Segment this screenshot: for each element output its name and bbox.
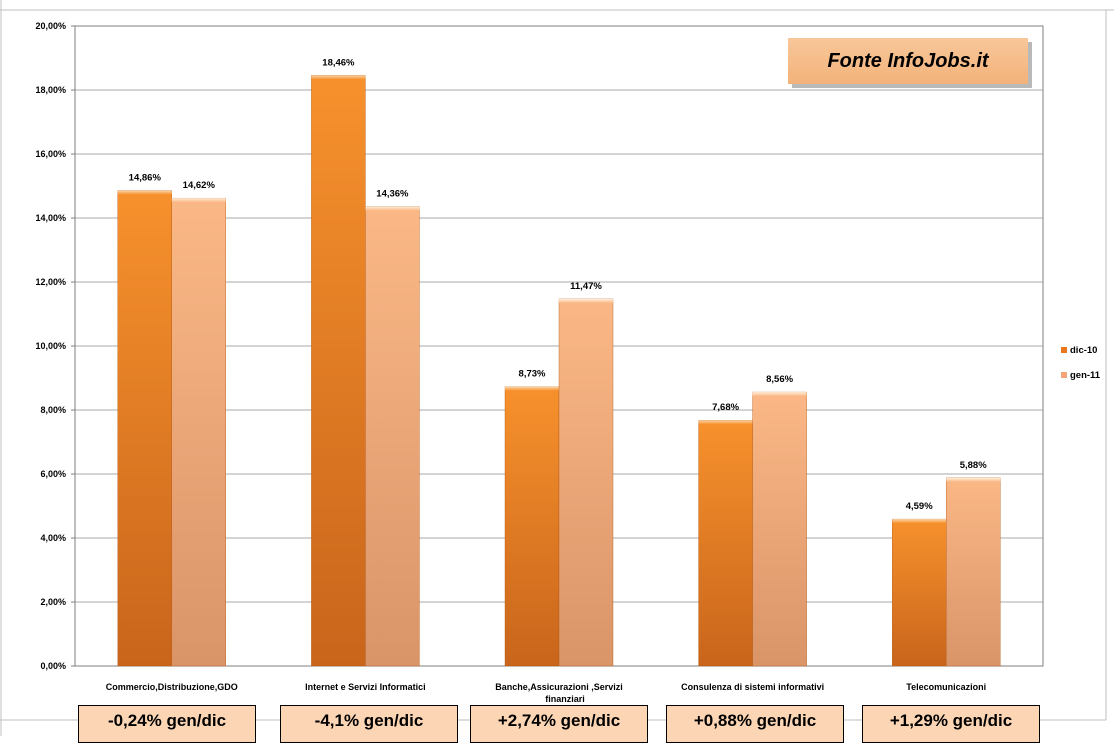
bar-dic-10 xyxy=(698,420,753,667)
legend-swatch-gen-11 xyxy=(1061,372,1067,378)
category-label: Banche,Assicurazioni ,Servizi xyxy=(495,682,623,692)
y-tick-label: 2,00% xyxy=(40,597,66,607)
y-tick-label: 4,00% xyxy=(40,533,66,543)
category-label: finanziari xyxy=(545,694,585,704)
category-label: Telecomunicazioni xyxy=(906,682,986,692)
delta-label: -4,1% gen/dic xyxy=(314,711,424,730)
delta-box-internet: -4,1% gen/dic xyxy=(280,705,458,743)
legend-label: gen-11 xyxy=(1070,370,1101,381)
data-label: 8,56% xyxy=(766,374,793,385)
y-tick-label: 18,00% xyxy=(35,85,66,95)
source-label-box: Fonte InfoJobs.it xyxy=(788,38,1028,84)
bar-dic-10 xyxy=(504,386,560,667)
data-label: 14,36% xyxy=(376,188,409,199)
bar-dic-10 xyxy=(892,518,947,667)
data-label: 11,47% xyxy=(570,281,602,292)
y-tick-label: 20,00% xyxy=(35,21,66,31)
category-label: Consulenza di sistemi informativi xyxy=(681,682,824,692)
delta-box-commercio: -0,24% gen/dic xyxy=(78,705,256,743)
category-label: Internet e Servizi Informatici xyxy=(305,682,426,692)
delta-box-telecomunicazioni: +1,29% gen/dic xyxy=(862,705,1040,743)
bar-top-highlight xyxy=(365,206,420,211)
delta-box-banche: +2,74% gen/dic xyxy=(470,705,648,743)
delta-box-consulenza: +0,88% gen/dic xyxy=(666,705,844,743)
legend-label: dic-10 xyxy=(1070,345,1097,356)
bar-gen-11 xyxy=(365,206,420,667)
bar-top-highlight xyxy=(559,298,613,303)
category-label: Commercio,Distribuzione,GDO xyxy=(106,682,238,692)
y-tick-label: 6,00% xyxy=(40,469,66,479)
delta-label: +0,88% gen/dic xyxy=(693,711,817,730)
data-label: 5,88% xyxy=(960,460,987,471)
y-tick-label: 14,00% xyxy=(35,213,66,223)
bar-top-highlight xyxy=(171,198,226,203)
delta-label: +1,29% gen/dic xyxy=(889,711,1013,730)
source-label: Fonte InfoJobs.it xyxy=(827,49,989,72)
bar-top-highlight xyxy=(752,392,807,397)
y-tick-label: 0,00% xyxy=(40,661,66,671)
bar-dic-10 xyxy=(117,190,173,667)
bar-gen-11 xyxy=(558,298,614,667)
data-label: 14,86% xyxy=(129,172,162,183)
data-label: 4,59% xyxy=(906,501,933,512)
data-label: 14,62% xyxy=(183,180,216,191)
bar-top-highlight xyxy=(946,477,1001,482)
data-label: 8,73% xyxy=(519,369,546,380)
bar-top-highlight xyxy=(892,519,947,524)
y-tick-label: 16,00% xyxy=(35,149,66,159)
plot-area: 0,00% 2,00% 4,00% 6,00% 8,00% 10,00% 12,00% 14,… xyxy=(35,21,1100,704)
bar-dic-10 xyxy=(311,75,366,667)
delta-label: -0,24% gen/dic xyxy=(107,711,227,730)
y-tick-label: 10,00% xyxy=(35,341,66,351)
bar-gen-11 xyxy=(946,477,1001,667)
bar-top-highlight xyxy=(311,75,366,80)
bar-top-highlight xyxy=(698,420,753,425)
data-label: 7,68% xyxy=(712,402,739,413)
y-tick-label: 12,00% xyxy=(35,277,66,287)
y-tick-label: 8,00% xyxy=(40,405,66,415)
legend-swatch-dic-10 xyxy=(1061,347,1067,353)
bar-top-highlight xyxy=(505,386,559,391)
bar-gen-11 xyxy=(171,197,227,667)
bar-top-highlight xyxy=(117,190,172,195)
bar-gen-11 xyxy=(752,391,807,667)
delta-label: +2,74% gen/dic xyxy=(497,711,621,730)
data-label: 18,46% xyxy=(322,57,355,68)
